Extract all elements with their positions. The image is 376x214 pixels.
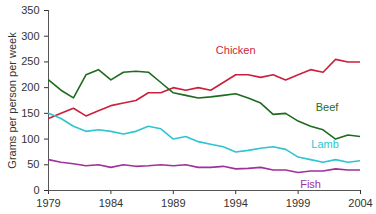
svg-text:1994: 1994 (223, 197, 247, 209)
svg-text:1979: 1979 (36, 197, 60, 209)
svg-text:Lamb: Lamb (311, 138, 339, 150)
svg-text:Grams per person per week: Grams per person per week (6, 32, 18, 169)
svg-text:2004: 2004 (348, 197, 372, 209)
svg-text:1989: 1989 (161, 197, 185, 209)
svg-text:300: 300 (21, 30, 39, 42)
svg-text:250: 250 (21, 55, 39, 67)
svg-text:1984: 1984 (99, 197, 123, 209)
svg-text:0: 0 (33, 184, 39, 196)
svg-text:1999: 1999 (286, 197, 310, 209)
svg-text:Chicken: Chicken (216, 44, 256, 56)
svg-text:50: 50 (27, 158, 39, 170)
svg-text:200: 200 (21, 81, 39, 93)
svg-text:100: 100 (21, 133, 39, 145)
svg-text:Fish: Fish (300, 178, 321, 190)
svg-text:150: 150 (21, 107, 39, 119)
svg-text:Beef: Beef (316, 101, 340, 113)
svg-text:350: 350 (21, 4, 39, 16)
